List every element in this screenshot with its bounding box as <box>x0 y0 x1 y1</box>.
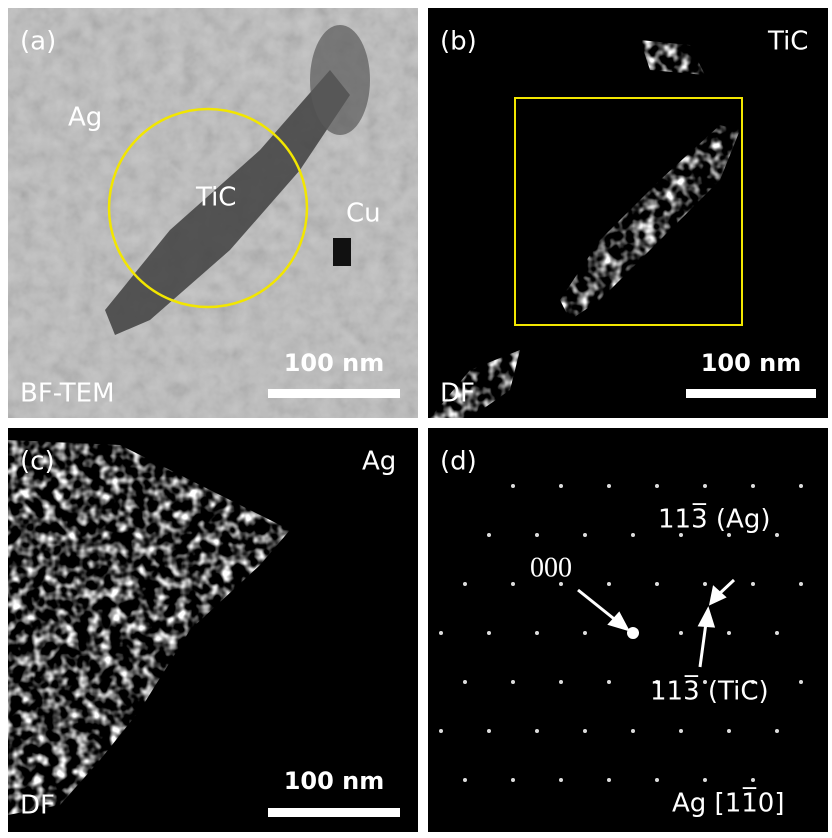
diffraction-spot <box>775 729 779 733</box>
panel-label: (c) <box>20 447 55 477</box>
annotation: 113̅ (Ag) <box>658 503 770 535</box>
annotation: 000 <box>530 552 572 583</box>
annotation: Ag <box>68 103 102 133</box>
mode-label: DF <box>440 379 475 409</box>
mode-label: DF <box>20 791 55 821</box>
diffraction-spot <box>727 729 731 733</box>
diffraction-spot <box>799 484 803 488</box>
annotation: Ag <box>362 447 396 477</box>
annotation: 113̅ (TiC) <box>650 675 769 707</box>
particle-head <box>310 25 370 135</box>
diffraction-spot <box>607 582 611 586</box>
scale-bar-label: 100 nm <box>284 349 385 377</box>
diffraction-spot <box>559 484 563 488</box>
scale-bar <box>268 808 400 817</box>
diffraction-spot <box>583 533 587 537</box>
diffraction-spot <box>631 533 635 537</box>
annotation: TiC <box>767 27 808 57</box>
diffraction-spot <box>655 582 659 586</box>
diffraction-spot <box>559 778 563 782</box>
diffraction-spot <box>751 582 755 586</box>
diffraction-spot <box>559 680 563 684</box>
scale-bar <box>268 389 400 398</box>
scale-bar-label: 100 nm <box>284 767 385 795</box>
panel-label: (d) <box>440 447 477 477</box>
diffraction-spot <box>535 533 539 537</box>
central-spot <box>627 627 639 639</box>
diffraction-spot <box>439 729 443 733</box>
panel-b: (b) TiC 100 nm DF <box>428 8 828 418</box>
diffraction-spot <box>703 484 707 488</box>
diffraction-spot <box>751 484 755 488</box>
scale-bar <box>686 389 816 398</box>
diffraction-spot <box>751 778 755 782</box>
diffraction-spot <box>511 484 515 488</box>
scale-bar-label: 100 nm <box>701 349 802 377</box>
dark-spot <box>333 238 351 266</box>
diffraction-spot <box>535 631 539 635</box>
diffraction-spot <box>655 778 659 782</box>
diffraction-spot <box>511 680 515 684</box>
annotation: Cu <box>346 199 381 229</box>
diffraction-spot <box>583 631 587 635</box>
diffraction-spot <box>463 680 467 684</box>
diffraction-spot <box>463 778 467 782</box>
panel-d: (d) 000 113̅ (Ag) 113̅ (TiC) Ag [11̅0] <box>428 428 828 832</box>
diffraction-spot <box>607 680 611 684</box>
diffraction-spot <box>487 533 491 537</box>
diffraction-spot <box>775 533 779 537</box>
diffraction-spot <box>655 484 659 488</box>
annotation: TiC <box>195 183 236 213</box>
panel-c: (c) Ag 100 nm DF <box>8 428 418 832</box>
diffraction-spot <box>799 680 803 684</box>
figure: (a) Ag TiC Cu 100 nm BF-TEM (b) TiC 100 … <box>0 0 832 838</box>
diffraction-spot <box>535 729 539 733</box>
panel-a: (a) Ag TiC Cu 100 nm BF-TEM <box>8 8 418 418</box>
diffraction-spot <box>799 582 803 586</box>
diffraction-spot <box>487 631 491 635</box>
diffraction-spot <box>463 582 467 586</box>
panel-label: (b) <box>440 27 477 57</box>
diffraction-spot <box>679 729 683 733</box>
diffraction-spot <box>487 729 491 733</box>
zone-axis-label: Ag [11̅0] <box>672 787 784 819</box>
diffraction-spot <box>607 778 611 782</box>
diffraction-spot <box>631 729 635 733</box>
diffraction-spot <box>439 631 443 635</box>
mode-label: BF-TEM <box>20 379 115 409</box>
diffraction-spot <box>583 729 587 733</box>
diffraction-spot <box>607 484 611 488</box>
diffraction-spot <box>511 582 515 586</box>
panel-label: (a) <box>20 27 56 57</box>
diffraction-spot <box>703 582 707 586</box>
diffraction-spot <box>679 631 683 635</box>
diffraction-spot <box>511 778 515 782</box>
diffraction-spot <box>703 778 707 782</box>
diffraction-spot <box>775 631 779 635</box>
diffraction-spot <box>727 631 731 635</box>
